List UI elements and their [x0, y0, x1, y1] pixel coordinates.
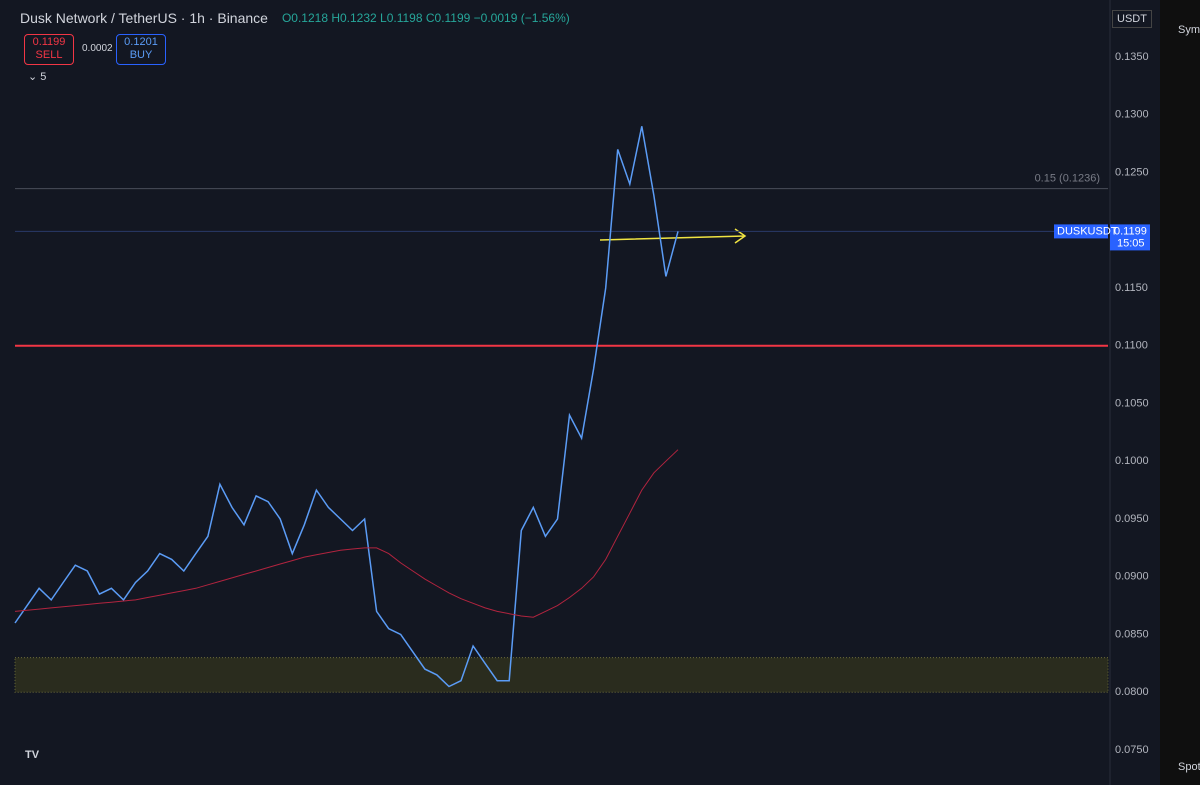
y-tick-label: 0.1300	[1115, 109, 1149, 121]
fib-label: 0.15 (0.1236)	[1035, 173, 1100, 185]
logo: TV	[25, 749, 40, 761]
y-tick-label: 0.1250	[1115, 166, 1149, 178]
y-tick-label: 0.0900	[1115, 571, 1149, 583]
price-series	[14, 449, 679, 618]
symbol-tag	[1054, 224, 1108, 239]
sell-button[interactable]: 0.1199 SELL	[24, 34, 74, 65]
y-tick-label: 0.1100	[1115, 340, 1148, 352]
symbol-tag-label: DUSKUSDT	[1057, 225, 1118, 237]
y-tick-label: 0.0750	[1115, 744, 1149, 756]
header: Dusk Network / TetherUS · 1h · Binance O…	[20, 10, 570, 26]
buy-price: 0.1201	[124, 36, 158, 48]
sell-label: SELL	[35, 49, 63, 61]
countdown: 15:05	[1117, 237, 1145, 249]
y-tick-label: 0.0950	[1115, 513, 1149, 525]
y-tick-label: 0.0800	[1115, 686, 1149, 698]
y-tick-label: 0.1000	[1115, 455, 1149, 467]
sell-price: 0.1199	[32, 36, 66, 48]
price-tag-label: 0.1199	[1114, 225, 1147, 237]
buy-label: BUY	[129, 49, 153, 61]
price-series	[14, 126, 679, 688]
spread: 0.0002	[82, 43, 113, 54]
sidebar	[1160, 0, 1200, 785]
price-tag	[1110, 224, 1150, 251]
sidebar-label: Spot	[1178, 761, 1200, 773]
indicator-toggle[interactable]: ⌄ 5	[28, 71, 47, 83]
y-tick-label: 0.1350	[1115, 51, 1149, 63]
y-tick-label: 0.0850	[1115, 628, 1149, 640]
sidebar-label: Sym	[1178, 24, 1200, 36]
buy-button[interactable]: 0.1201 BUY	[116, 34, 166, 65]
indicator-count: 5	[40, 71, 47, 83]
y-tick-label: 0.1150	[1115, 282, 1148, 294]
demand-zone	[14, 657, 1109, 693]
y-tick-label: 0.1050	[1115, 397, 1149, 409]
ohlc: O0.1218 H0.1232 L0.1198 C0.1199 −0.0019 …	[281, 11, 570, 25]
symbol-title: Dusk Network / TetherUS · 1h · Binance	[20, 10, 268, 26]
currency-select[interactable]: USDT	[1112, 10, 1152, 28]
